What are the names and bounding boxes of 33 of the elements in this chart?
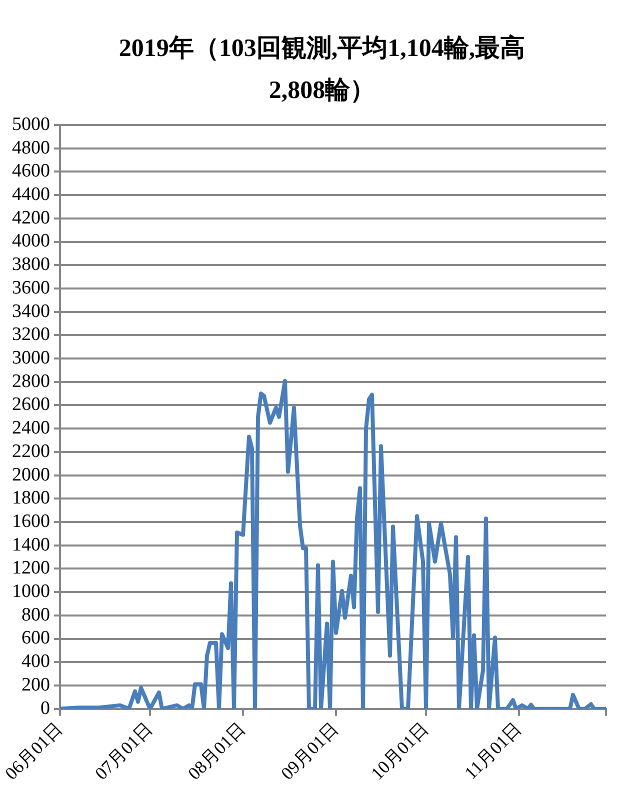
y-tick-label: 600 (22, 628, 50, 649)
chart-title: 2019年（103回観測,平均1,104輪,最高2,808輪） (118, 33, 526, 106)
y-tick-label: 0 (40, 698, 50, 719)
y-tick-label: 4200 (12, 207, 50, 228)
y-tick-label: 2800 (12, 370, 50, 392)
y-tick-label: 1400 (12, 534, 50, 556)
y-tick-label: 2600 (12, 394, 50, 416)
y-tick-label: 4600 (12, 160, 50, 182)
y-tick-label: 3000 (12, 348, 50, 369)
y-tick-label: 4400 (12, 184, 50, 206)
y-tick-label: 200 (22, 674, 50, 696)
y-tick-label: 1800 (12, 488, 50, 509)
y-tick-label: 3200 (12, 324, 50, 346)
x-tick-label: 07月01日 (91, 718, 156, 784)
y-tick-label: 1000 (12, 581, 50, 602)
x-tick-label: 10月01日 (367, 718, 432, 784)
x-tick-label: 06月01日 (1, 718, 66, 784)
x-tick-label: 08月01日 (184, 718, 250, 784)
y-tick-label: 3800 (12, 254, 50, 276)
y-tick-label: 3400 (12, 300, 50, 322)
y-tick-label: 4800 (12, 137, 50, 158)
y-tick-label: 400 (22, 651, 50, 672)
y-tick-label: 1200 (12, 558, 50, 579)
y-tick-label: 800 (22, 604, 50, 626)
x-tick-label: 11月01日 (460, 718, 526, 784)
y-tick-label: 2000 (12, 464, 50, 486)
y-tick-label: 3600 (12, 277, 50, 298)
x-tick-label: 09月01日 (277, 718, 342, 784)
y-tick-label: 2400 (12, 418, 50, 439)
y-tick-label: 2200 (12, 440, 50, 462)
y-tick-label: 1600 (12, 510, 50, 532)
y-tick-label: 5000 (12, 114, 50, 135)
y-tick-label: 4000 (12, 230, 50, 252)
